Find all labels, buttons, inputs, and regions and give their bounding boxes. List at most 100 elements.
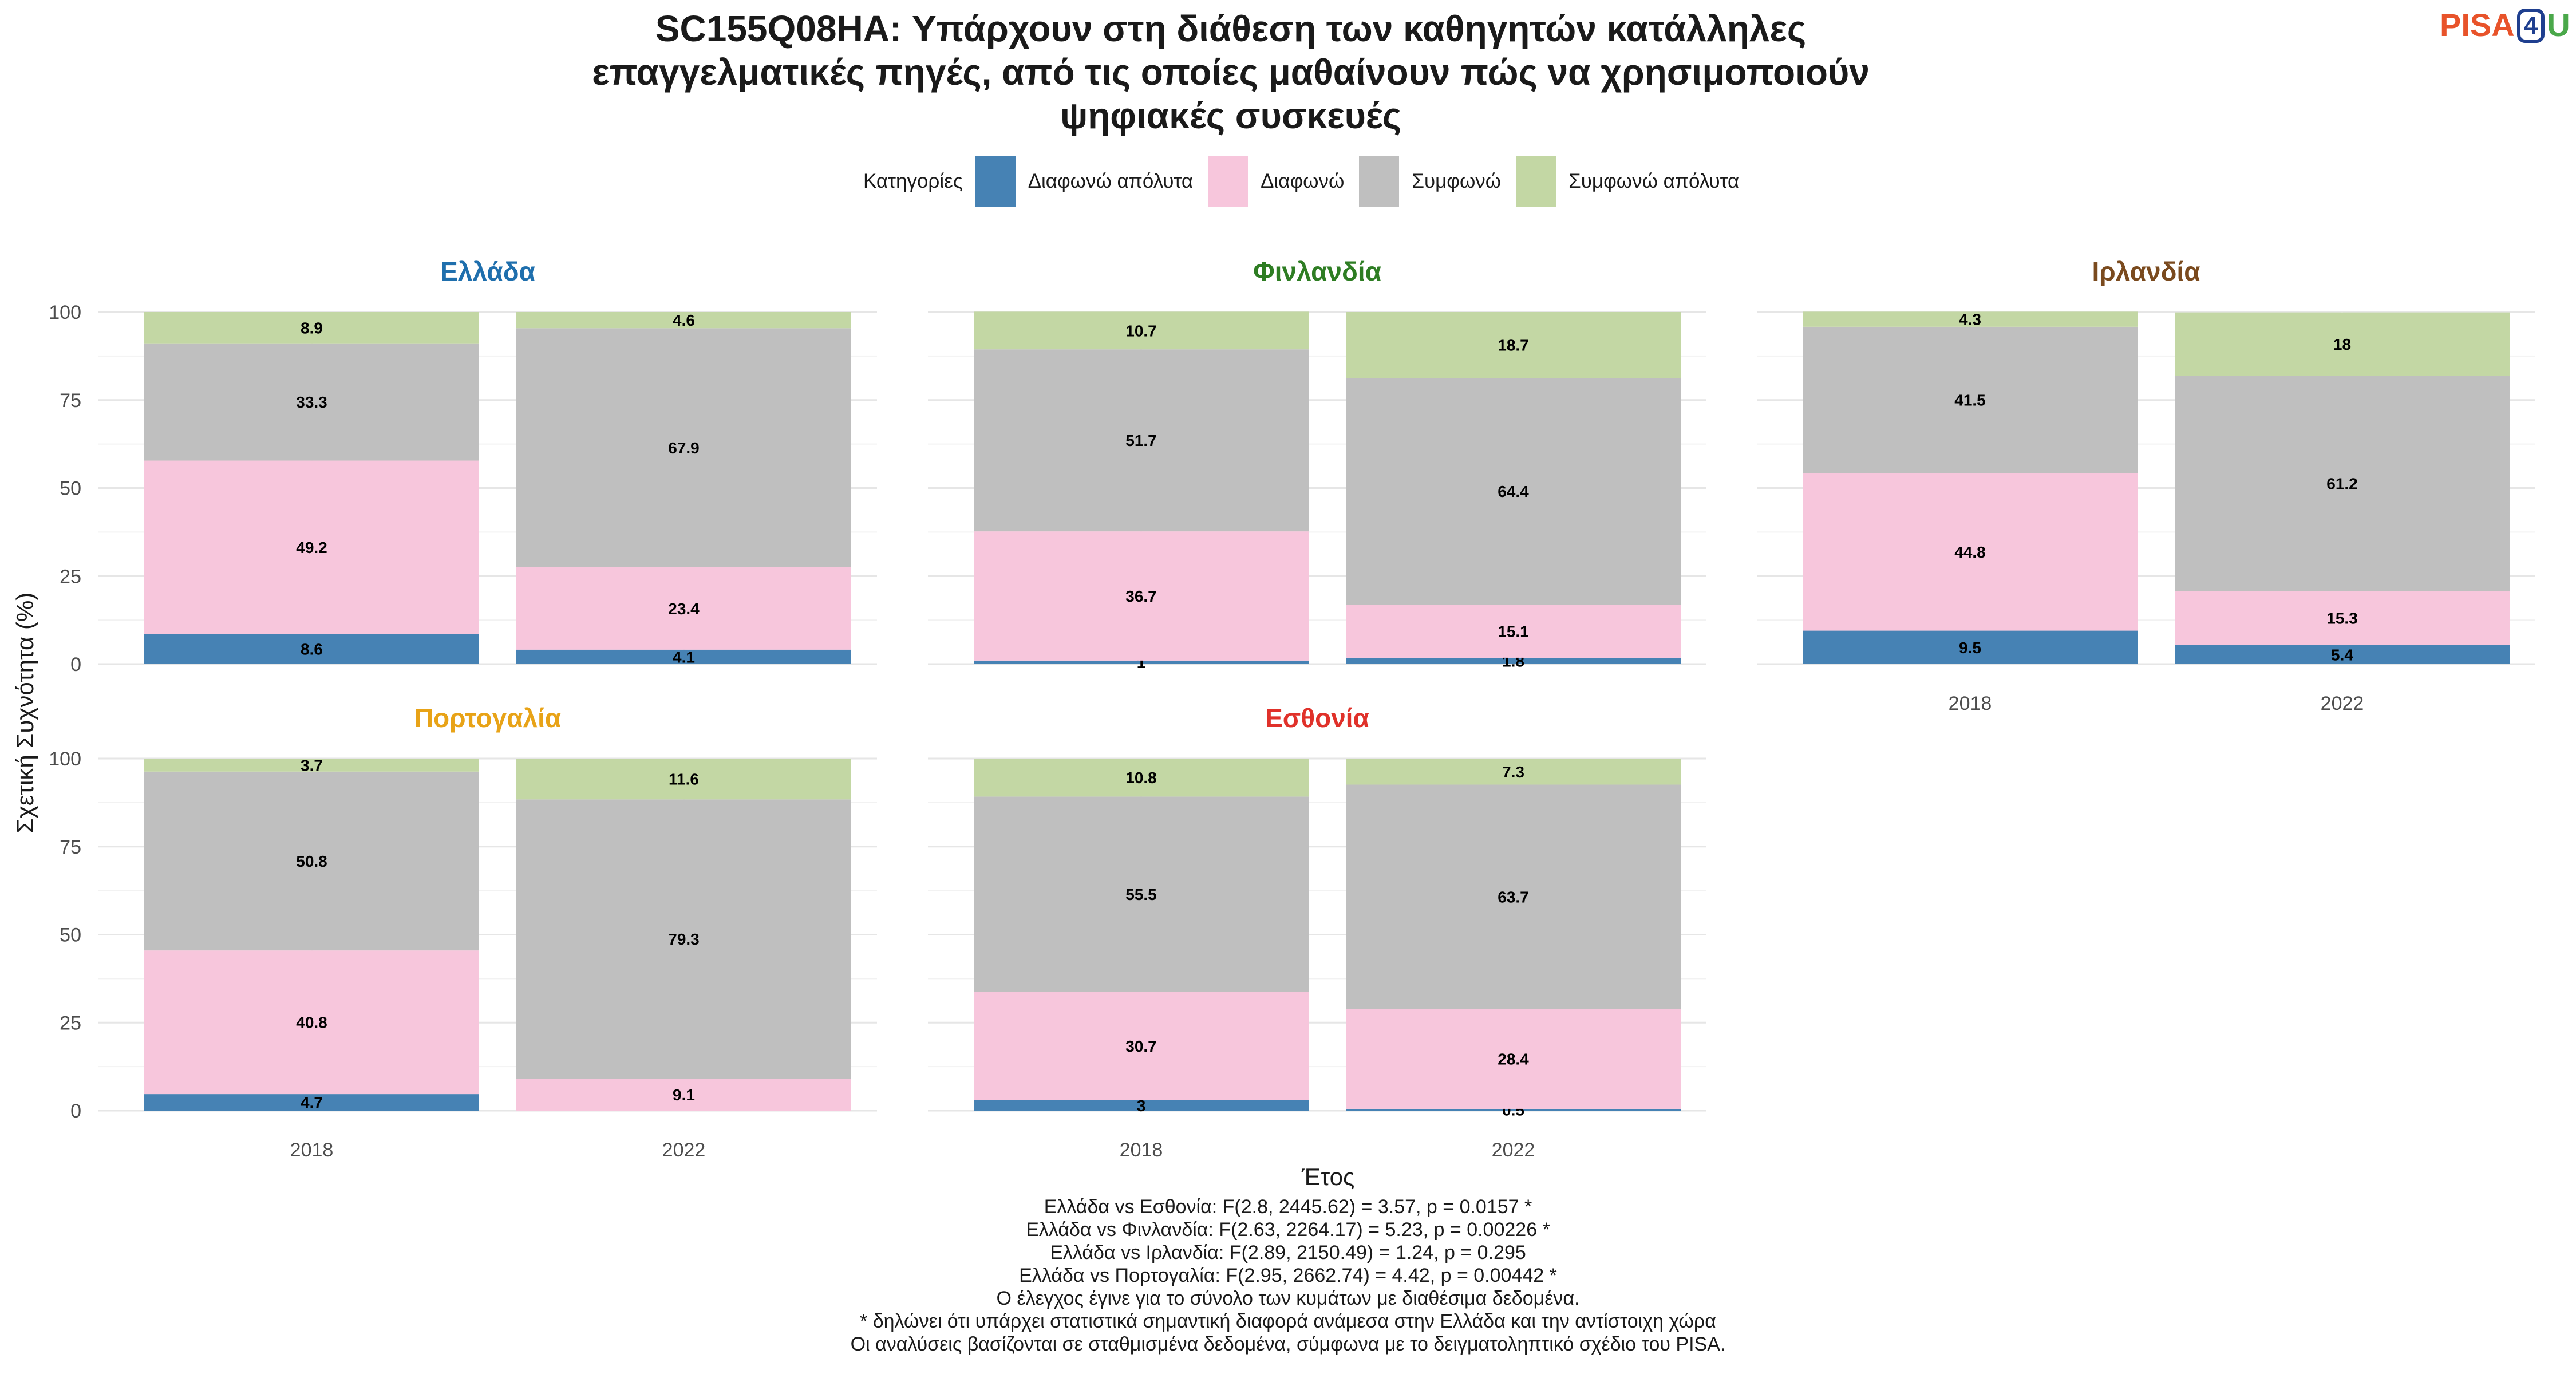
bar-segment bbox=[1803, 473, 2138, 631]
x-tick-label: 2022 bbox=[2321, 693, 2364, 714]
bar-segment bbox=[974, 992, 1309, 1100]
y-tick-label: 75 bbox=[60, 390, 81, 412]
legend-label: Συμφωνώ απόλυτα bbox=[1568, 170, 1740, 192]
bar-segment bbox=[516, 1079, 851, 1111]
bar-segment bbox=[2175, 645, 2510, 664]
bar-segment bbox=[516, 759, 851, 800]
bar-segment bbox=[1346, 657, 1681, 664]
legend-label: Συμφωνώ bbox=[1412, 170, 1502, 192]
x-tick-label: 2018 bbox=[1120, 1139, 1163, 1161]
legend-label: Διαφωνώ απόλυτα bbox=[1028, 170, 1194, 192]
panel-title: Ιρλανδία bbox=[2092, 256, 2200, 286]
note-line: Ελλάδα vs Εσθονία: F(2.8, 2445.62) = 3.5… bbox=[1044, 1196, 1532, 1218]
note-line: Ελλάδα vs Φινλανδία: F(2.63, 2264.17) = … bbox=[1026, 1219, 1550, 1241]
legend-swatch bbox=[1359, 156, 1400, 207]
page-title: SC155Q08HA: Υπάρχουν στη διάθεση των καθ… bbox=[487, 7, 1975, 137]
bar-segment bbox=[974, 796, 1309, 992]
data-label: 61.2 bbox=[2326, 475, 2358, 493]
pisa4u-logo: PISA 4 U bbox=[2440, 5, 2570, 46]
bar-segment bbox=[144, 759, 479, 772]
data-label: 10.8 bbox=[1125, 769, 1157, 787]
data-label: 8.9 bbox=[301, 319, 323, 337]
bar-segment bbox=[144, 1094, 479, 1111]
bar-segment bbox=[144, 950, 479, 1095]
data-label: 51.7 bbox=[1125, 432, 1157, 449]
data-label: 50.8 bbox=[296, 852, 327, 870]
y-tick-label: 100 bbox=[49, 748, 81, 770]
bar-segment bbox=[2175, 312, 2510, 376]
data-label: 9.5 bbox=[1959, 639, 1981, 657]
legend-item-disagree: Διαφωνώ bbox=[1208, 156, 1344, 207]
data-label: 40.8 bbox=[296, 1014, 327, 1032]
data-label: 63.7 bbox=[1498, 888, 1529, 906]
bar-segment bbox=[144, 343, 479, 461]
data-label: 49.2 bbox=[296, 539, 327, 556]
legend-swatch bbox=[1516, 156, 1556, 207]
panel-title: Εσθονία bbox=[1265, 703, 1369, 733]
legend-swatch bbox=[975, 156, 1016, 207]
y-axis-title: Σχετική Συχνότητα (%) bbox=[11, 593, 38, 834]
bar-segment bbox=[144, 771, 479, 951]
data-label: 4.6 bbox=[673, 311, 695, 329]
x-tick-label: 2022 bbox=[662, 1139, 706, 1161]
panel-title: Ελλάδα bbox=[440, 256, 535, 286]
y-tick-label: 50 bbox=[60, 925, 81, 946]
data-label: 18 bbox=[2333, 335, 2351, 353]
bar-segment bbox=[1346, 784, 1681, 1009]
title-line: SC155Q08HA: Υπάρχουν στη διάθεση των καθ… bbox=[655, 8, 1807, 49]
data-label: 4.3 bbox=[1959, 311, 1981, 329]
logo-u-text: U bbox=[2547, 7, 2570, 43]
bar-segment bbox=[2175, 591, 2510, 645]
bar-segment bbox=[516, 312, 851, 329]
data-label: 9.1 bbox=[673, 1086, 695, 1104]
bar-segment bbox=[516, 799, 851, 1079]
legend-item-strongly-agree: Συμφωνώ απόλυτα bbox=[1516, 156, 1739, 207]
data-label: 28.4 bbox=[1498, 1051, 1529, 1068]
x-tick-label: 2018 bbox=[1949, 693, 1992, 714]
x-axis-title: Έτος bbox=[1301, 1163, 1355, 1190]
y-tick-label: 25 bbox=[60, 1012, 81, 1034]
x-tick-label: 2022 bbox=[1492, 1139, 1535, 1161]
title-line: επαγγελματικές πηγές, από τις οποίες μαθ… bbox=[592, 52, 1870, 93]
bar-segment bbox=[516, 328, 851, 567]
bar-segment bbox=[1346, 312, 1681, 378]
bar-segment bbox=[1803, 326, 2138, 473]
data-label: 11.6 bbox=[669, 771, 699, 788]
chart-notes: Ελλάδα vs Εσθονία: F(2.8, 2445.62) = 3.5… bbox=[744, 1195, 1832, 1356]
bar-segment bbox=[1803, 630, 2138, 664]
logo-four-badge: 4 bbox=[2516, 9, 2545, 43]
legend-swatch bbox=[1208, 156, 1249, 207]
bar-segment bbox=[144, 634, 479, 664]
data-label: 15.1 bbox=[1498, 622, 1529, 640]
bar-segment bbox=[516, 567, 851, 650]
bar-segment bbox=[516, 649, 851, 664]
bar-segment bbox=[974, 660, 1309, 664]
data-label: 18.7 bbox=[1498, 337, 1529, 354]
bar-segment bbox=[2175, 376, 2510, 591]
data-label: 8.6 bbox=[301, 641, 323, 658]
data-label: 10.7 bbox=[1125, 322, 1157, 339]
data-label: 7.3 bbox=[1502, 763, 1524, 781]
y-tick-label: 50 bbox=[60, 478, 81, 500]
bar-segment bbox=[1346, 378, 1681, 605]
chart-legend: Κατηγορίες Διαφωνώ απόλυτα Διαφωνώ Συμφω… bbox=[863, 156, 1754, 207]
bar-segment bbox=[1346, 605, 1681, 658]
note-line: Ελλάδα vs Πορτογαλία: F(2.95, 2662.74) =… bbox=[1019, 1265, 1557, 1286]
y-tick-label: 0 bbox=[70, 1100, 81, 1122]
data-label: 67.9 bbox=[668, 439, 700, 457]
data-label: 55.5 bbox=[1125, 886, 1157, 903]
bar-segment bbox=[974, 311, 1309, 350]
note-line: Ελλάδα vs Ιρλανδία: F(2.89, 2150.49) = 1… bbox=[1050, 1242, 1526, 1264]
bar-segment bbox=[144, 312, 479, 344]
bar-segment bbox=[1346, 1108, 1681, 1111]
data-label: 3.7 bbox=[301, 756, 323, 774]
panel-title: Πορτογαλία bbox=[414, 703, 561, 733]
y-tick-label: 25 bbox=[60, 566, 81, 587]
data-label: 30.7 bbox=[1125, 1037, 1157, 1055]
panel-title: Φινλανδία bbox=[1253, 256, 1381, 286]
legend-label: Διαφωνώ bbox=[1261, 170, 1345, 192]
y-tick-label: 100 bbox=[49, 302, 81, 323]
data-label: 41.5 bbox=[1954, 391, 1986, 409]
legend-item-strongly-disagree: Διαφωνώ απόλυτα bbox=[975, 156, 1194, 207]
bar-segment bbox=[974, 349, 1309, 532]
